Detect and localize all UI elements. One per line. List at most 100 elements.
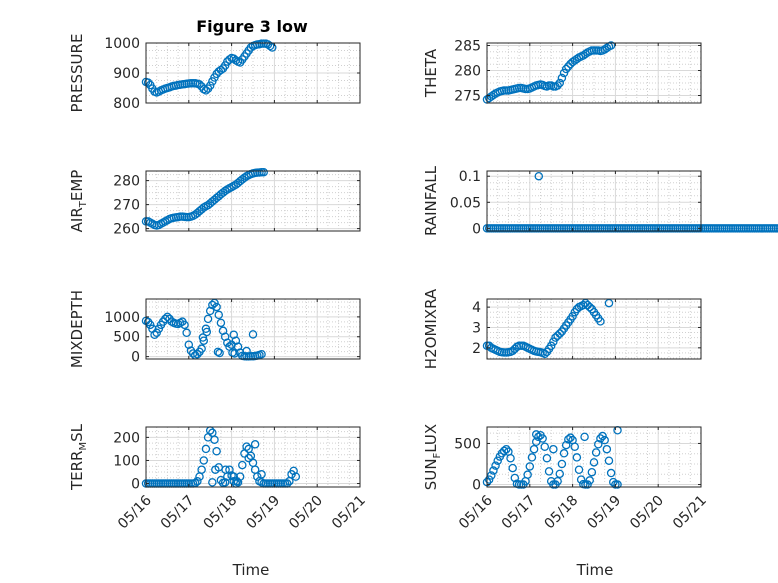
x-axis-label-left: Time [232, 561, 270, 579]
x-tick-label: 05/16 [115, 492, 155, 532]
y-tick-label: 2 [472, 341, 481, 357]
data-point [491, 461, 500, 470]
y-tick-label: 285 [454, 39, 481, 55]
data-point [197, 344, 206, 353]
data-point [553, 81, 562, 90]
data-point [606, 468, 616, 478]
y-tick-label: 1000 [104, 36, 140, 52]
data-point [613, 480, 622, 489]
data-point [220, 478, 230, 487]
data-point [220, 186, 230, 196]
y-tick-label: 0 [472, 478, 481, 494]
x-tick-label: 05/21 [670, 493, 710, 533]
data-point [253, 472, 262, 481]
y-axis-label: H2OMIXRA [422, 288, 440, 369]
data-point [561, 64, 571, 74]
y-tick-label: 0.05 [450, 195, 481, 211]
data-point [572, 453, 582, 462]
data-point [534, 432, 543, 442]
x-tick-label: 05/16 [456, 492, 496, 532]
x-tick-label: 05/18 [201, 493, 241, 533]
data-point [523, 470, 532, 479]
x-tick-label: 05/19 [243, 493, 283, 533]
data-point [510, 473, 520, 483]
data-point [775, 224, 778, 233]
axes-box [486, 42, 702, 104]
data-point [216, 318, 226, 328]
data-point [484, 475, 494, 484]
x-tick-label: 05/18 [542, 493, 582, 533]
y-tick-label: 100 [113, 453, 140, 469]
y-tick-label: 200 [113, 430, 140, 446]
data-point [508, 463, 517, 473]
data-point [561, 440, 571, 450]
y-tick-label: 3 [472, 320, 481, 336]
axes-box [145, 298, 361, 360]
data-point [250, 440, 260, 449]
data-point [193, 476, 202, 486]
data-point [210, 435, 219, 444]
data-point [594, 440, 603, 449]
data-point [591, 448, 601, 457]
y-tick-label: 0 [131, 350, 140, 366]
data-point [596, 317, 605, 326]
y-axis-label: RAINFALL [422, 165, 440, 236]
y-tick-label: 280 [113, 174, 140, 190]
data-point [215, 348, 224, 358]
data-point [596, 434, 605, 443]
data-point [242, 442, 251, 451]
data-point [257, 349, 266, 359]
data-point [540, 442, 550, 451]
data-point [574, 465, 584, 474]
data-point [580, 432, 589, 442]
data-point [291, 472, 301, 481]
data-point [602, 444, 612, 454]
data-point [570, 442, 579, 451]
data-point [197, 465, 206, 474]
data-point [143, 78, 153, 87]
y-axis-label: AIRTEMP [68, 170, 89, 233]
data-point [542, 453, 552, 463]
x-tick-label: 05/20 [286, 493, 326, 533]
data-point [557, 73, 567, 83]
y-axis-label: PRESSURE [68, 34, 86, 113]
data-point [195, 80, 204, 89]
data-point [211, 465, 220, 474]
data-point [248, 330, 258, 339]
data-point [540, 349, 550, 359]
y-tick-label: 500 [113, 330, 140, 346]
y-axis-label: THETA [422, 48, 440, 98]
data-point [289, 466, 298, 476]
data-point [213, 347, 223, 357]
data-point [233, 478, 243, 487]
data-point [583, 480, 592, 489]
data-point [265, 41, 275, 51]
y-tick-label: 260 [113, 222, 140, 238]
data-point [598, 431, 607, 441]
data-point [193, 349, 202, 359]
data-point [268, 43, 277, 52]
data-point [538, 434, 547, 443]
data-point [493, 456, 502, 465]
data-point [506, 453, 515, 463]
x-tick-label: 05/20 [627, 493, 667, 533]
data-point [238, 460, 247, 470]
data-point [201, 444, 211, 454]
data-point [198, 333, 208, 342]
data-point [609, 477, 618, 487]
subplot-terr: 05/16 05/17 05/18 05/19 05/20 05/21 0 100 200 TER… [68, 423, 369, 532]
data-point [602, 43, 612, 53]
data-point [232, 476, 241, 486]
data-point [585, 302, 594, 312]
axes-box [486, 170, 702, 232]
y-tick-label: 0 [131, 477, 140, 493]
axes-box [486, 426, 702, 488]
data-point [606, 41, 616, 50]
figure-title: Figure 3 low [196, 17, 308, 36]
data-point [225, 55, 234, 64]
y-tick-label: 275 [454, 89, 481, 105]
data-point [242, 346, 251, 356]
subplot-h2omixra: 2 3 4 H2OMIXRA [422, 288, 702, 369]
x-tick-label: 05/19 [584, 493, 624, 533]
